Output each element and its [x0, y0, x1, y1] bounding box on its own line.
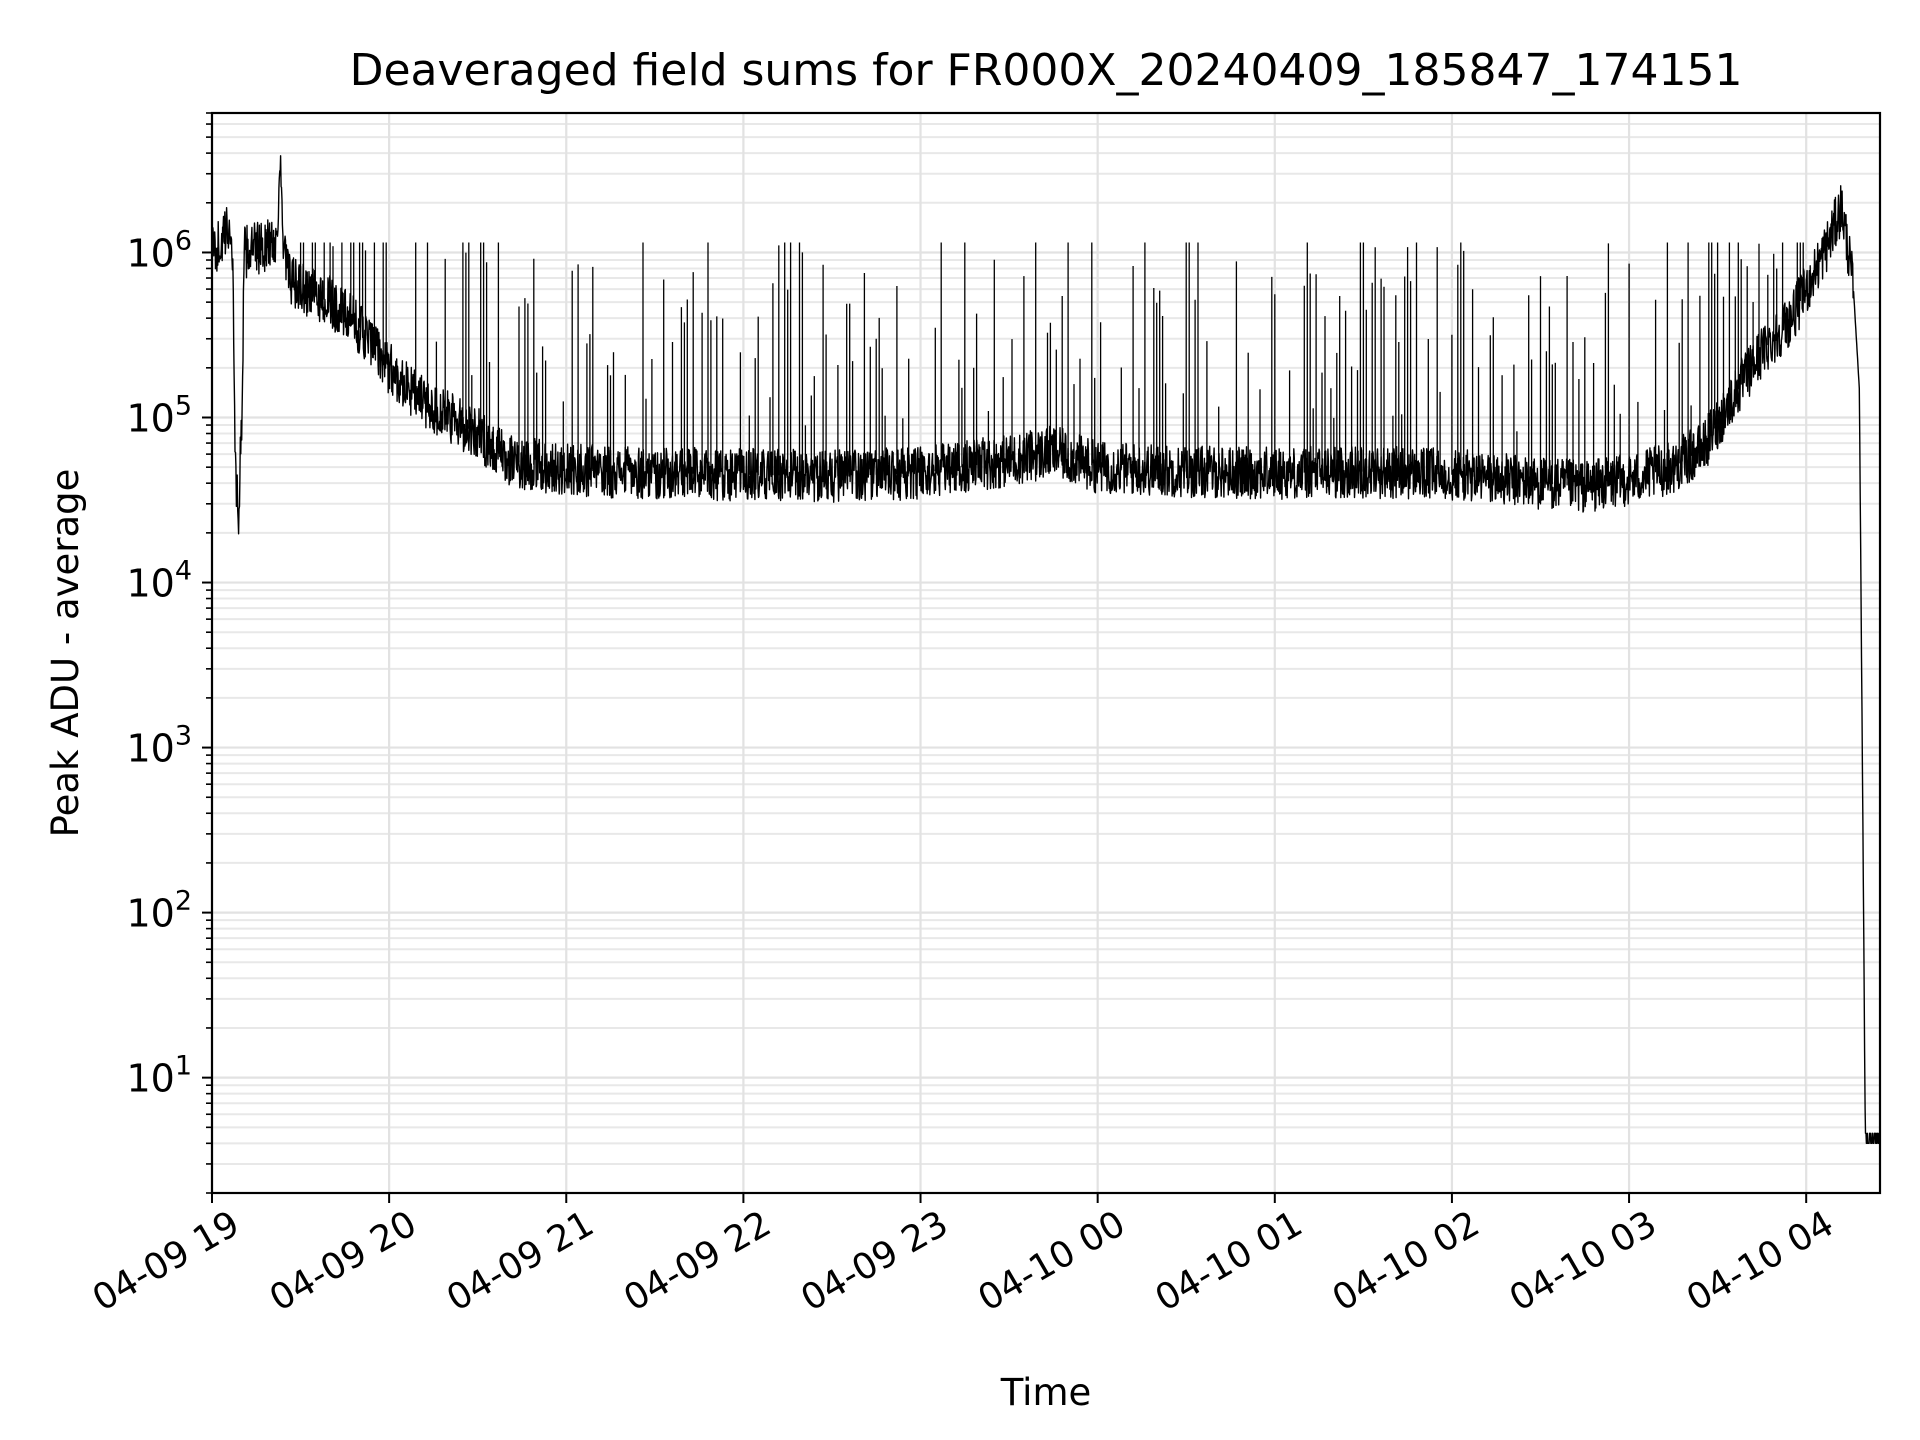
y-axis-label: Peak ADU - average	[44, 469, 87, 838]
y-tick-exponent: 5	[175, 391, 192, 422]
y-tick-base: 10	[126, 1057, 174, 1101]
y-tick-base: 10	[126, 727, 174, 771]
y-tick-label: 105	[126, 391, 192, 441]
y-tick-base: 10	[126, 892, 174, 936]
y-tick-label: 104	[126, 556, 192, 606]
y-tick-exponent: 2	[175, 886, 192, 917]
y-tick-base: 10	[126, 231, 174, 275]
y-tick-base: 10	[126, 397, 174, 441]
y-tick-exponent: 3	[175, 721, 192, 752]
y-tick-label: 103	[126, 721, 192, 771]
series-line	[211, 155, 1881, 1144]
y-tick-base: 10	[126, 562, 174, 606]
x-axis-label: Time	[1000, 1371, 1092, 1414]
chart-title: Deaveraged field sums for FR000X_2024040…	[350, 45, 1743, 96]
y-tick-label: 106	[126, 225, 192, 275]
y-tick-label: 101	[126, 1051, 192, 1101]
y-tick-exponent: 1	[175, 1051, 192, 1082]
y-tick-exponent: 4	[175, 556, 192, 587]
y-tick-exponent: 6	[175, 225, 192, 256]
plot-frame	[210, 111, 1882, 1195]
y-tick-label: 102	[126, 886, 192, 936]
spike-layer	[299, 242, 1804, 487]
